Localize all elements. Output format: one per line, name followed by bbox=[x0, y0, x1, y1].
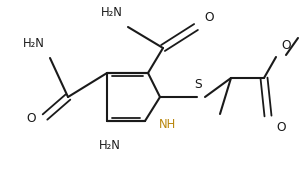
Text: H₂N: H₂N bbox=[99, 139, 121, 152]
Text: H₂N: H₂N bbox=[101, 6, 123, 19]
Text: O: O bbox=[281, 39, 291, 52]
Text: NH: NH bbox=[159, 119, 176, 131]
Text: O: O bbox=[204, 11, 214, 24]
Text: O: O bbox=[26, 112, 36, 125]
Text: O: O bbox=[276, 121, 286, 134]
Text: H₂N: H₂N bbox=[23, 37, 45, 50]
Text: S: S bbox=[194, 78, 202, 91]
